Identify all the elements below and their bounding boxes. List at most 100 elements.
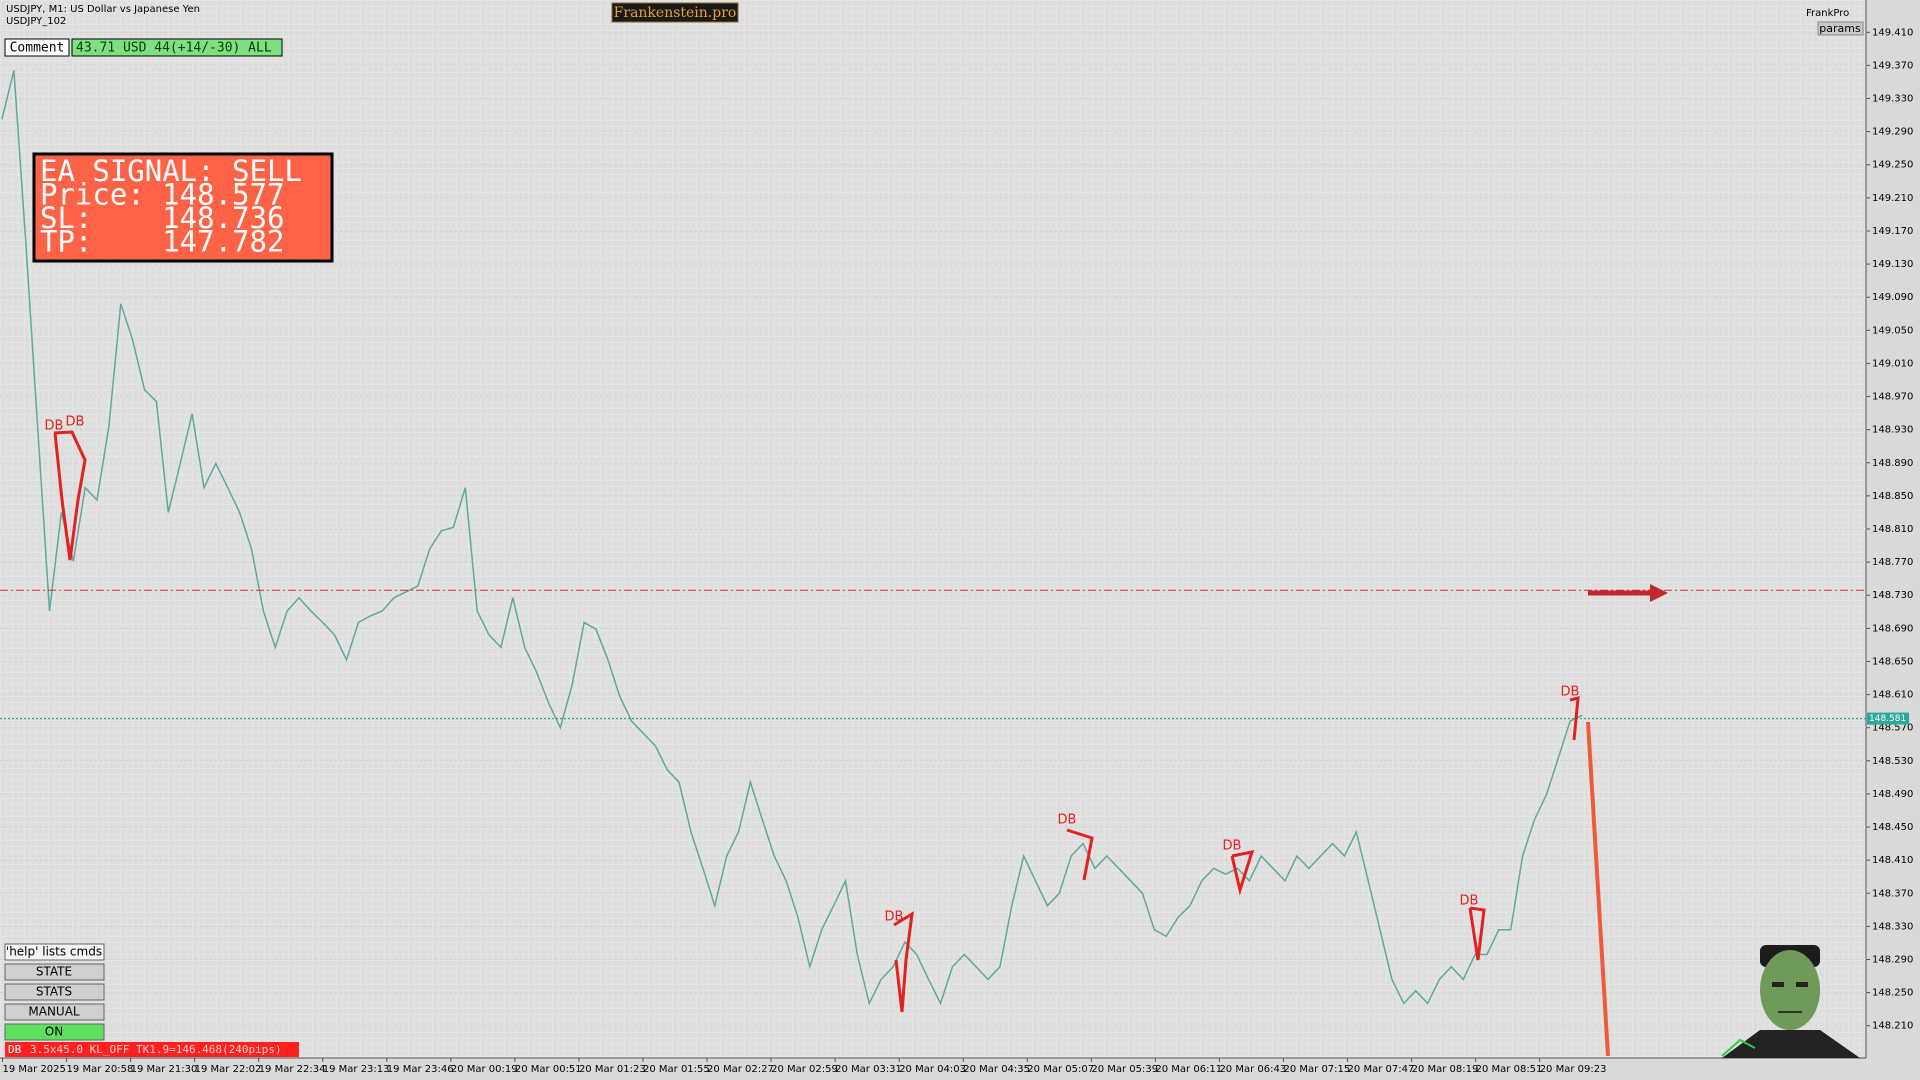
- x-tick-label: 20 Mar 04:35: [963, 1064, 1030, 1075]
- x-tick-label: 20 Mar 06:11: [1155, 1064, 1222, 1075]
- x-tick-label: 20 Mar 01:55: [643, 1064, 710, 1075]
- x-tick-label: 20 Mar 07:47: [1348, 1064, 1415, 1075]
- sell-arrow-head: [1650, 584, 1668, 602]
- y-tick-label: 148.250: [1872, 988, 1913, 999]
- button-panel: 'help' lists cmds STATE STATS MANUAL ON: [4, 943, 105, 1041]
- target-line: [1586, 721, 1610, 1057]
- comment-box: [71, 38, 283, 57]
- x-tick-label: 19 Mar 22:34: [259, 1064, 326, 1075]
- button[interactable]: [4, 983, 105, 1001]
- pattern-shapes: [53, 430, 1580, 1013]
- x-tick-label: 19 Mar 20:58: [67, 1064, 134, 1075]
- bid-label-box: [1867, 712, 1909, 725]
- y-tick-label: 148.610: [1872, 690, 1913, 701]
- x-tick-label: 20 Mar 06:43: [1219, 1064, 1286, 1075]
- y-tick-label: 149.410: [1872, 27, 1913, 38]
- y-tick-label: 148.970: [1872, 392, 1913, 403]
- y-tick-label: 148.570: [1872, 723, 1913, 734]
- x-tick-label: 20 Mar 09:23: [1540, 1064, 1607, 1075]
- avatar: [1721, 945, 1860, 1058]
- y-tick-label: 149.010: [1872, 358, 1913, 369]
- y-tick-label: 148.850: [1872, 491, 1913, 502]
- comment-button[interactable]: [4, 38, 70, 57]
- y-tick-label: 148.650: [1872, 656, 1913, 667]
- pattern-label: DB: [45, 419, 64, 434]
- account: USDJPY_102: [6, 16, 66, 27]
- button[interactable]: [4, 963, 105, 981]
- y-tick-label: 149.170: [1872, 226, 1913, 237]
- brand-box: [611, 2, 739, 23]
- user: FrankPro: [1806, 8, 1849, 19]
- y-tick-label: 148.410: [1872, 855, 1913, 866]
- y-tick-label: 148.690: [1872, 623, 1913, 634]
- signal-line: Price: 148.577: [40, 178, 284, 212]
- status-text: 3.5x45.0 KL_OFF TK1.9=146.468(240pips): [30, 1043, 282, 1056]
- x-tick-label: 20 Mar 05:39: [1091, 1064, 1158, 1075]
- y-tick-label: 148.810: [1872, 524, 1913, 535]
- button-label[interactable]: STATE: [36, 965, 72, 979]
- pattern-label: DB: [66, 415, 85, 430]
- button-label[interactable]: 'help' lists cmds: [6, 945, 102, 959]
- symbol: USDJPY, M1: US Dollar vs Japanese Yen: [6, 4, 200, 15]
- y-tick-label: 149.090: [1872, 292, 1913, 303]
- pattern-label: DB: [1058, 813, 1077, 828]
- comment-text: 43.71 USD 44(+14/-30) ALL: [76, 41, 272, 56]
- pattern-label: DB: [1561, 685, 1580, 700]
- signal-line: TP: 147.782: [40, 225, 284, 259]
- x-tick-label: 19 Mar 23:46: [387, 1064, 454, 1075]
- pattern-label: DB: [1223, 839, 1242, 854]
- y-tick-label: 148.530: [1872, 756, 1913, 767]
- x-tick-label: 20 Mar 08:19: [1412, 1064, 1479, 1075]
- y-tick-label: 148.330: [1872, 921, 1913, 932]
- chart-layer: 149.410 149.370 149.330 149.290 149.250 149.2…: [0, 27, 1913, 1075]
- brand: Frankenstein.pro: [614, 5, 737, 21]
- y-tick-label: 148.770: [1872, 557, 1913, 568]
- pattern-label: DB: [1460, 894, 1479, 909]
- button[interactable]: [4, 1023, 105, 1041]
- y-tick-label: 148.210: [1872, 1021, 1913, 1032]
- y-tick-label: 149.290: [1872, 127, 1913, 138]
- price-line: [1, 70, 1583, 1006]
- x-tick-label: 20 Mar 02:59: [771, 1064, 838, 1075]
- status-tag: DB: [8, 1043, 22, 1056]
- x-tick-label: 20 Mar 03:31: [835, 1064, 902, 1075]
- x-tick-label: 20 Mar 07:15: [1284, 1064, 1351, 1075]
- x-tick-label: 20 Mar 00:19: [451, 1064, 518, 1075]
- y-tick-label: 148.930: [1872, 425, 1913, 436]
- comment-label[interactable]: Comment: [10, 41, 65, 56]
- bid-label: 148.581: [1869, 714, 1906, 724]
- x-tick-label: 19 Mar 22:02: [195, 1064, 262, 1075]
- y-tick-label: 149.370: [1872, 60, 1913, 71]
- y-tick-label: 148.290: [1872, 954, 1913, 965]
- status-bar: [5, 1042, 299, 1057]
- button[interactable]: [4, 943, 105, 961]
- button-label[interactable]: MANUAL: [28, 1005, 80, 1019]
- x-tick-label: 19 Mar 2025: [3, 1064, 66, 1075]
- params-label[interactable]: params: [1819, 22, 1861, 35]
- y-tick-label: 148.890: [1872, 458, 1913, 469]
- button-label[interactable]: STATS: [36, 985, 72, 999]
- params-button[interactable]: [1817, 21, 1864, 36]
- x-tick-label: 20 Mar 08:51: [1476, 1064, 1543, 1075]
- y-tick-label: 148.490: [1872, 789, 1913, 800]
- y-tick-label: 149.130: [1872, 259, 1913, 270]
- signal-box: [32, 152, 334, 263]
- x-tick-label: 19 Mar 21:30: [131, 1064, 198, 1075]
- y-tick-label: 148.450: [1872, 822, 1913, 833]
- x-tick-label: 20 Mar 02:27: [707, 1064, 774, 1075]
- y-tick-label: 149.250: [1872, 160, 1913, 171]
- x-tick-label: 19 Mar 23:13: [323, 1064, 390, 1075]
- button[interactable]: [4, 1003, 105, 1021]
- x-tick-label: 20 Mar 05:07: [1027, 1064, 1094, 1075]
- x-tick-label: 20 Mar 04:03: [899, 1064, 966, 1075]
- y-tick-label: 149.050: [1872, 325, 1913, 336]
- y-tick-label: 149.330: [1872, 94, 1913, 105]
- y-tick-label: 148.370: [1872, 888, 1913, 899]
- button-label[interactable]: ON: [45, 1025, 63, 1039]
- x-tick-label: 20 Mar 00:51: [515, 1064, 582, 1075]
- signal-line: EA SIGNAL: SELL: [40, 154, 302, 188]
- y-tick-label: 149.210: [1872, 193, 1913, 204]
